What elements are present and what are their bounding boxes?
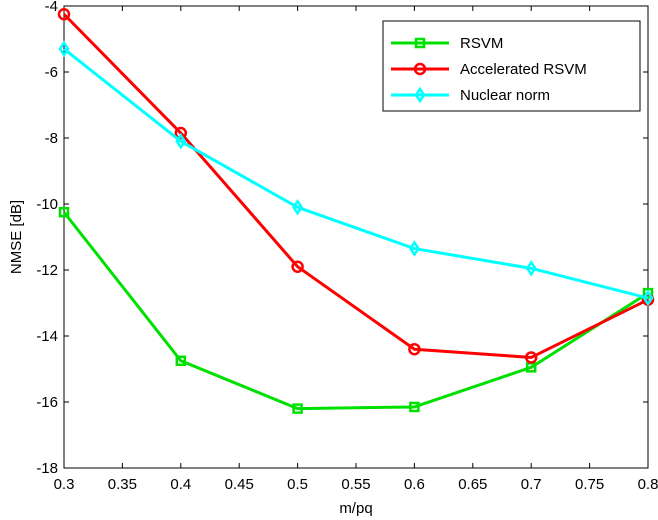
series-line [62, 211, 649, 411]
data-point-marker [291, 260, 304, 273]
legend-marker [414, 37, 426, 49]
x-tick-label: 0.7 [521, 476, 542, 493]
x-tick-label: 0.6 [404, 476, 425, 493]
legend-marker [414, 86, 426, 104]
x-tick-label: 0.45 [225, 476, 254, 493]
data-point-marker [175, 355, 187, 366]
legend-box [382, 20, 641, 112]
data-point-marker [525, 260, 537, 277]
series-line [62, 13, 649, 359]
data-point-marker [58, 207, 70, 218]
x-tick-label: 0.4 [170, 476, 191, 493]
x-tick-label: 0.65 [458, 476, 487, 493]
data-point-marker [408, 342, 421, 356]
legend-label: Nuclear norm [460, 87, 550, 104]
legend-label: Accelerated RSVM [460, 61, 587, 78]
series-nuclear-norm [58, 40, 654, 307]
y-tick-label: -8 [45, 130, 58, 147]
data-point-marker [57, 8, 71, 21]
data-point-marker [175, 133, 187, 150]
legend-label: RSVM [460, 35, 503, 52]
series-lines [57, 8, 655, 414]
y-tick-label: -18 [36, 460, 58, 477]
y-axis-title: NMSE [dB] [8, 200, 25, 274]
data-point-marker [409, 401, 420, 413]
x-tick-label: 0.8 [638, 476, 658, 493]
x-tick-label: 0.5 [287, 476, 308, 493]
y-tick-label: -16 [36, 394, 58, 411]
x-tick-label: 0.55 [341, 476, 370, 493]
y-tick-label: -10 [36, 196, 58, 213]
data-point-marker [292, 199, 304, 216]
data-point-marker [174, 126, 188, 140]
y-tick-label: -14 [36, 328, 58, 345]
legend-marker [413, 62, 427, 76]
legend: RSVM Accelerated RSVM Nuclear norm [382, 20, 641, 112]
data-point-marker [642, 289, 654, 307]
series-line [63, 47, 649, 300]
axis-ticks: 0.3 0.35 0.4 0.45 0.5 0.55 0.6 0.65 0.7 0.75 0.8 -4… [36, 0, 658, 493]
x-tick-label: 0.3 [54, 476, 75, 493]
data-point-marker [58, 40, 70, 58]
data-point-marker [292, 403, 303, 414]
y-tick-label: -6 [45, 64, 58, 81]
x-tick-label: 0.75 [575, 476, 604, 493]
x-axis-title: m/pq [339, 500, 372, 517]
data-point-marker [524, 351, 538, 364]
data-point-marker [408, 240, 420, 257]
y-tick-label: -12 [36, 262, 58, 279]
x-tick-label: 0.35 [108, 476, 137, 493]
y-tick-label: -4 [45, 0, 58, 15]
